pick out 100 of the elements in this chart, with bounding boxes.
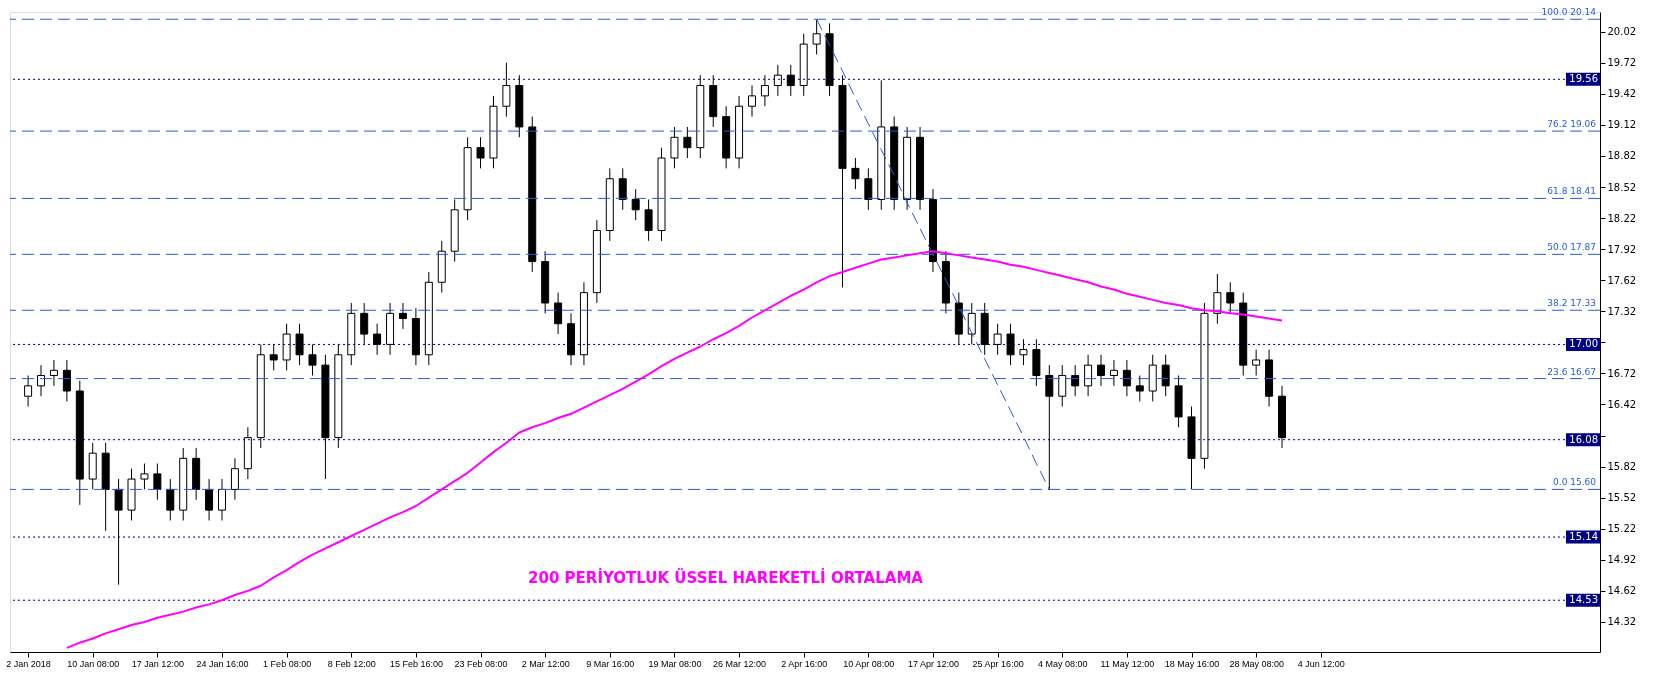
x-tick-label: 23 Feb 08:00 bbox=[454, 658, 508, 669]
y-tick-label: 19.42 bbox=[1607, 88, 1637, 100]
y-tick-label: 16.42 bbox=[1607, 398, 1637, 410]
candlestick bbox=[1161, 354, 1170, 397]
x-tick-label: 10 Apr 08:00 bbox=[843, 658, 895, 669]
x-tick-label: 15 Feb 16:00 bbox=[389, 658, 443, 669]
y-tick-label: 17.92 bbox=[1607, 243, 1637, 255]
candlestick bbox=[360, 302, 369, 345]
x-tick-label: 24 Jan 16:00 bbox=[196, 658, 249, 669]
candlestick bbox=[218, 478, 226, 521]
candlestick bbox=[502, 62, 511, 118]
candlestick bbox=[114, 478, 123, 586]
ref-line-label: 15.14 bbox=[1569, 531, 1598, 543]
x-tick-label: 17 Apr 12:00 bbox=[907, 658, 959, 669]
x-tick-label: 4 May 08:00 bbox=[1037, 658, 1088, 669]
y-tick-label: 19.12 bbox=[1607, 119, 1637, 131]
ref-line-label: 76.2 19.06 bbox=[1547, 119, 1597, 130]
y-tick-label: 16.72 bbox=[1607, 367, 1637, 379]
candlestick bbox=[1084, 354, 1093, 397]
annotation: 200 PERİYOTLUK ÜSSEL HAREKETLİ ORTALAMA bbox=[528, 568, 924, 588]
candlestick bbox=[864, 167, 873, 211]
x-tick-label: 26 Mar 12:00 bbox=[713, 658, 767, 669]
candlestick bbox=[1006, 323, 1015, 366]
x-tick-label: 2 Jan 2018 bbox=[6, 658, 51, 669]
x-tick-label: 10 Jan 08:00 bbox=[67, 658, 120, 669]
y-tick-label: 15.82 bbox=[1607, 461, 1637, 473]
candlestick bbox=[62, 359, 71, 402]
x-tick-label: 28 May 08:00 bbox=[1229, 658, 1284, 669]
ref-line-label: 0.0 15.60 bbox=[1553, 477, 1597, 488]
candlestick bbox=[644, 198, 653, 242]
y-tick-label: 18.52 bbox=[1607, 181, 1637, 193]
y-tick-label: 18.82 bbox=[1607, 150, 1637, 162]
x-tick-label: 25 Apr 16:00 bbox=[972, 658, 1024, 669]
y-tick-label: 14.32 bbox=[1607, 616, 1637, 628]
ref-line-label: 19.56 bbox=[1569, 73, 1598, 85]
candlestick bbox=[786, 64, 795, 97]
candlestick bbox=[24, 375, 33, 408]
ref-line-label: 38.2 17.33 bbox=[1547, 298, 1596, 309]
candlestick bbox=[554, 292, 563, 335]
candlestick bbox=[812, 18, 821, 55]
x-tick-label: 4 Jun 12:00 bbox=[1297, 658, 1345, 669]
y-tick-label: 17.62 bbox=[1607, 274, 1637, 286]
ref-line-label: 100.0 20.14 bbox=[1541, 7, 1597, 18]
candlestick bbox=[670, 126, 679, 169]
candlestick bbox=[1019, 338, 1028, 366]
x-tick-label: 2 Apr 16:00 bbox=[781, 658, 828, 669]
y-tick-label: 15.52 bbox=[1607, 492, 1637, 504]
y-tick-label: 20.02 bbox=[1607, 26, 1637, 38]
candlestick bbox=[1097, 354, 1106, 387]
candlestick bbox=[153, 463, 162, 501]
candlestick bbox=[1122, 359, 1131, 397]
candlestick bbox=[1252, 349, 1261, 376]
candlestick bbox=[398, 302, 407, 330]
candlestick bbox=[140, 463, 149, 490]
y-tick-label: 14.62 bbox=[1607, 585, 1637, 597]
candlestick bbox=[1226, 281, 1235, 314]
candlestick bbox=[295, 323, 304, 366]
candlestick bbox=[1213, 273, 1222, 325]
candlestick bbox=[851, 157, 860, 190]
y-tick-label: 18.22 bbox=[1607, 212, 1637, 224]
ref-line-label: 23.6 16.67 bbox=[1547, 366, 1596, 377]
candlestick bbox=[618, 167, 627, 211]
candlestick bbox=[308, 343, 317, 376]
ref-line-label: 61.8 18.41 bbox=[1547, 186, 1596, 197]
candlestick bbox=[37, 364, 46, 397]
candlestick bbox=[373, 323, 382, 356]
x-tick-label: 17 Jan 12:00 bbox=[131, 658, 184, 669]
candlestick bbox=[683, 126, 692, 159]
x-tick-label: 2 Mar 12:00 bbox=[521, 658, 570, 669]
ref-line-label: 50.0 17.87 bbox=[1547, 242, 1596, 253]
line-series bbox=[65, 250, 1283, 649]
candlestick bbox=[760, 74, 769, 107]
y-tick-label: 19.72 bbox=[1607, 57, 1637, 69]
x-tick-label: 11 May 12:00 bbox=[1100, 658, 1155, 669]
x-tick-label: 1 Feb 08:00 bbox=[263, 658, 312, 669]
candlestick bbox=[993, 323, 1002, 356]
ref-line-label: 17.00 bbox=[1569, 338, 1598, 350]
y-tick-label: 15.22 bbox=[1607, 523, 1637, 535]
candlestick bbox=[773, 64, 782, 97]
x-tick-label: 8 Feb 12:00 bbox=[327, 658, 376, 669]
candlestick bbox=[166, 478, 175, 521]
candlestick bbox=[631, 188, 640, 221]
ref-line-label: 14.53 bbox=[1569, 594, 1598, 606]
candlestick bbox=[1109, 359, 1118, 387]
y-tick-label: 14.92 bbox=[1607, 554, 1637, 566]
candlestick bbox=[49, 359, 58, 387]
candlestick bbox=[1058, 364, 1067, 408]
candlestick bbox=[967, 302, 976, 345]
x-tick-label: 18 May 16:00 bbox=[1164, 658, 1220, 669]
candlestick bbox=[476, 136, 485, 169]
candlestick bbox=[1071, 364, 1080, 397]
x-tick-label: 19 Mar 08:00 bbox=[648, 658, 702, 669]
ref-line-label: 16.08 bbox=[1569, 433, 1598, 445]
candlestick bbox=[205, 478, 214, 521]
x-tick-label: 9 Mar 16:00 bbox=[586, 658, 635, 669]
candlestick bbox=[269, 343, 278, 371]
y-tick-label: 17.32 bbox=[1607, 305, 1637, 317]
candlestick bbox=[230, 457, 239, 501]
candlestick bbox=[1045, 364, 1054, 490]
candlestick bbox=[748, 85, 756, 118]
